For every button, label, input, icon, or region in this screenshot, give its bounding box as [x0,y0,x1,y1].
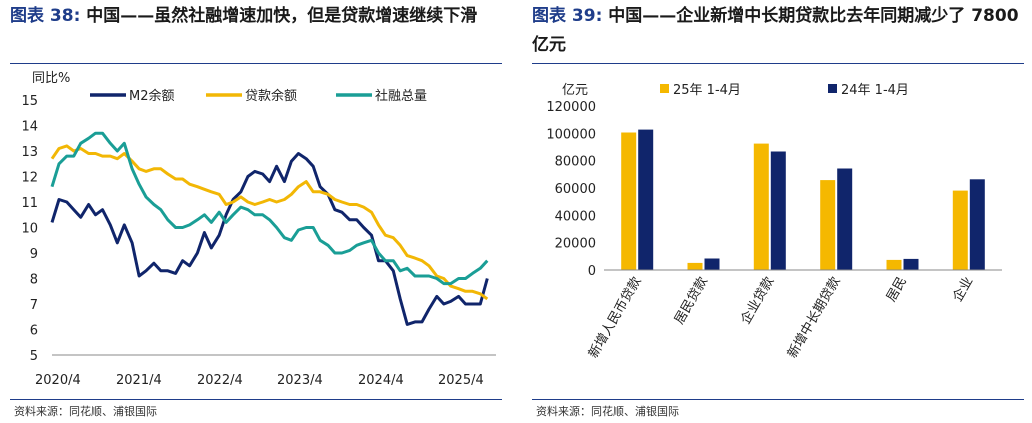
y-tick-label: 15 [21,94,38,109]
line-chart: 同比% 5 6 7 8 9 10 11 12 13 14 15 2020/4 2021/4 2022/4 20… [21,71,496,388]
bar [753,143,769,270]
legend-label: 社融总量 [375,88,427,104]
figure-label-right: 图表 39: [532,6,603,26]
x-tick-label: 2024/4 [358,373,404,388]
panel-left: 图表 38: 中国——虽然社融增速加快，但是贷款增速继续下滑 同比% 5 6 7 8 9 1… [0,0,510,423]
y-tick-label: 6 [30,324,38,339]
source-note-right: 资料来源：同花顺、浦银国际 [536,405,679,418]
y-tick-label: 60000 [555,182,596,197]
bar [687,262,703,270]
series-line [50,152,489,326]
y-tick-label: 9 [30,247,38,262]
x-tick-label: 2025/4 [438,373,484,388]
y-tick-label: 80000 [555,155,596,170]
chart-title-left: 图表 38: 中国——虽然社融增速加快，但是贷款增速继续下滑 [10,2,500,31]
y-axis-label: 亿元 [562,83,588,98]
bar [621,132,637,270]
x-tick-label: 2020/4 [35,373,81,388]
bar-chart: 亿元 0 20000 40000 60000 80000 100000 120000 新增人民币… [546,83,1002,361]
legend-swatch [828,84,837,93]
bar [969,179,985,270]
y-tick-label: 20000 [555,237,596,252]
divider-bottom-left [10,399,502,400]
bar [704,258,720,270]
category-label: 企业 [949,274,976,305]
bar [638,129,654,270]
y-tick-label: 7 [30,298,38,313]
source-note-left: 资料来源：同花顺、浦银国际 [14,405,157,418]
y-axis-label: 同比% [32,71,70,86]
category-label: 新增人民币贷款 [585,274,644,361]
series-line [50,144,489,301]
title-text-left: 中国——虽然社融增速加快，但是贷款增速继续下滑 [86,6,478,26]
bar [903,258,919,270]
panel-right: 图表 39: 中国——企业新增中长期贷款比去年同期减少了 7800 亿元 亿元 0… [522,0,1032,423]
bar [820,180,836,270]
x-tick-label: 2021/4 [116,373,162,388]
y-tick-label: 120000 [546,100,596,115]
bar [837,168,853,270]
category-label: 新增中长期贷款 [784,274,843,361]
y-tick-label: 8 [30,273,38,288]
y-tick-label: 40000 [555,209,596,224]
bar [952,190,968,270]
divider-top-left [10,63,502,64]
y-tick-label: 11 [21,196,38,211]
y-tick-label: 5 [30,349,38,364]
series-line [50,131,489,286]
category-label: 居民贷款 [672,275,711,328]
title-text-right: 中国——企业新增中长期贷款比去年同期减少了 7800 亿元 [532,6,1019,55]
y-tick-label: 0 [588,264,596,279]
divider-bottom-right [532,399,1024,400]
x-tick-label: 2022/4 [197,373,243,388]
legend-label: 25年 1-4月 [673,83,741,98]
y-tick-label: 13 [21,145,38,160]
x-tick-label: 2023/4 [277,373,323,388]
y-tick-label: 14 [21,120,38,135]
figure-label-left: 图表 38: [10,6,81,26]
chart-title-right: 图表 39: 中国——企业新增中长期贷款比去年同期减少了 7800 亿元 [532,2,1022,60]
category-label: 企业贷款 [737,274,777,327]
divider-top-right [532,63,1024,64]
y-tick-label: 12 [21,171,38,186]
y-tick-label: 100000 [546,127,596,142]
legend-swatch [660,84,669,93]
legend-label: 贷款余额 [245,88,297,104]
category-label: 居民 [884,275,910,305]
y-tick-label: 10 [21,222,38,237]
legend-label: M2余额 [129,88,175,104]
legend-label: 24年 1-4月 [841,83,909,98]
bar [886,259,902,270]
bar [770,151,786,270]
